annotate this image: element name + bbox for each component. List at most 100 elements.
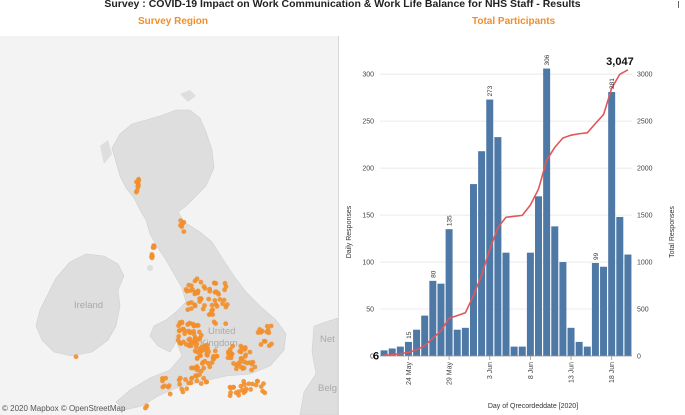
response-dot[interactable]	[241, 379, 247, 384]
daily-response-bar[interactable]	[583, 346, 591, 356]
response-dot[interactable]	[227, 347, 233, 352]
response-dot[interactable]	[186, 301, 191, 306]
response-dot[interactable]	[150, 253, 155, 259]
response-dot[interactable]	[185, 307, 191, 313]
response-dot[interactable]	[265, 327, 271, 333]
response-dot[interactable]	[207, 288, 213, 294]
response-dot[interactable]	[189, 376, 195, 381]
daily-response-bar[interactable]	[510, 346, 518, 356]
response-dot[interactable]	[214, 353, 220, 359]
response-dot[interactable]	[238, 356, 244, 361]
response-dot[interactable]	[247, 349, 253, 355]
response-dot[interactable]	[193, 344, 199, 350]
response-dot[interactable]	[236, 389, 242, 394]
response-dot[interactable]	[196, 336, 202, 342]
response-dot[interactable]	[227, 393, 233, 399]
response-dot[interactable]	[194, 276, 200, 282]
response-dot[interactable]	[264, 323, 270, 329]
response-dot[interactable]	[136, 178, 142, 183]
response-dot[interactable]	[266, 343, 272, 349]
response-dot[interactable]	[201, 375, 207, 381]
response-dot[interactable]	[192, 348, 198, 354]
response-dot[interactable]	[194, 355, 200, 361]
daily-response-bar[interactable]	[429, 280, 437, 356]
response-dot[interactable]	[252, 364, 258, 370]
daily-bars[interactable]	[380, 68, 632, 357]
response-dot[interactable]	[242, 347, 248, 352]
response-dot[interactable]	[183, 377, 188, 382]
response-dot[interactable]	[191, 329, 197, 334]
daily-response-bar[interactable]	[575, 341, 583, 356]
cumulative-line-layer[interactable]	[383, 69, 629, 357]
response-dot[interactable]	[262, 339, 268, 344]
response-dot[interactable]	[258, 384, 264, 389]
daily-response-bar[interactable]	[535, 196, 543, 356]
daily-response-bar[interactable]	[486, 99, 494, 357]
response-dot[interactable]	[207, 364, 213, 370]
response-dot[interactable]	[73, 354, 79, 360]
daily-response-bar[interactable]	[559, 262, 567, 356]
response-dot[interactable]	[166, 383, 172, 388]
response-dot[interactable]	[135, 183, 141, 189]
daily-response-bar[interactable]	[421, 315, 429, 356]
response-dot[interactable]	[176, 377, 182, 383]
response-dot[interactable]	[213, 281, 219, 286]
daily-response-bar[interactable]	[567, 327, 575, 356]
response-dot[interactable]	[209, 360, 215, 365]
response-dot[interactable]	[206, 296, 212, 302]
response-dot[interactable]	[221, 297, 227, 303]
response-dot[interactable]	[194, 364, 200, 369]
response-dot[interactable]	[201, 365, 207, 371]
response-dot[interactable]	[213, 321, 219, 326]
response-dot[interactable]	[228, 355, 234, 361]
response-dot[interactable]	[194, 378, 200, 384]
response-dot[interactable]	[223, 304, 229, 310]
daily-response-bar[interactable]	[608, 92, 616, 356]
response-dot[interactable]	[212, 348, 218, 354]
participants-chart[interactable]: 15 80 135 273 306 99 281 0 50 100 150 200 250 300 0 50…	[340, 36, 685, 415]
response-dot[interactable]	[238, 343, 244, 349]
response-dot[interactable]	[187, 330, 193, 336]
response-dot[interactable]	[231, 361, 237, 366]
response-dot[interactable]	[220, 301, 226, 307]
response-dot[interactable]	[134, 188, 140, 193]
response-dot[interactable]	[235, 361, 241, 367]
response-dot[interactable]	[188, 283, 194, 288]
daily-response-bar[interactable]	[616, 216, 624, 356]
response-dot[interactable]	[249, 367, 255, 373]
response-dot[interactable]	[176, 328, 182, 334]
daily-response-bar[interactable]	[445, 229, 453, 356]
response-dot[interactable]	[210, 307, 216, 312]
response-dot[interactable]	[160, 376, 165, 381]
daily-response-bar[interactable]	[591, 263, 599, 356]
response-dot[interactable]	[177, 381, 183, 387]
response-dot[interactable]	[255, 378, 260, 384]
daily-response-bar[interactable]	[404, 341, 412, 356]
response-dot[interactable]	[217, 297, 223, 302]
response-dot[interactable]	[180, 221, 186, 226]
response-dot[interactable]	[222, 280, 228, 286]
response-dot[interactable]	[240, 387, 245, 393]
response-dot[interactable]	[260, 388, 265, 394]
response-dot[interactable]	[183, 287, 189, 292]
response-dot[interactable]	[209, 302, 215, 308]
response-dot[interactable]	[195, 290, 201, 296]
response-dot[interactable]	[230, 384, 236, 390]
response-dot[interactable]	[167, 391, 173, 397]
response-dot[interactable]	[189, 365, 194, 371]
response-dot[interactable]	[258, 342, 264, 347]
response-dot[interactable]	[188, 380, 194, 386]
response-dot[interactable]	[204, 379, 210, 385]
response-dot[interactable]	[186, 343, 192, 349]
daily-response-bar[interactable]	[518, 346, 526, 356]
response-dot[interactable]	[208, 311, 213, 317]
daily-response-bar[interactable]	[461, 327, 469, 356]
response-dot[interactable]	[187, 288, 193, 293]
response-location-dots[interactable]	[73, 176, 274, 411]
response-dot[interactable]	[144, 403, 150, 409]
response-dot[interactable]	[176, 334, 182, 339]
response-dot[interactable]	[237, 349, 243, 354]
response-dot[interactable]	[242, 354, 248, 359]
daily-response-bar[interactable]	[543, 68, 551, 357]
response-dot[interactable]	[202, 303, 207, 308]
